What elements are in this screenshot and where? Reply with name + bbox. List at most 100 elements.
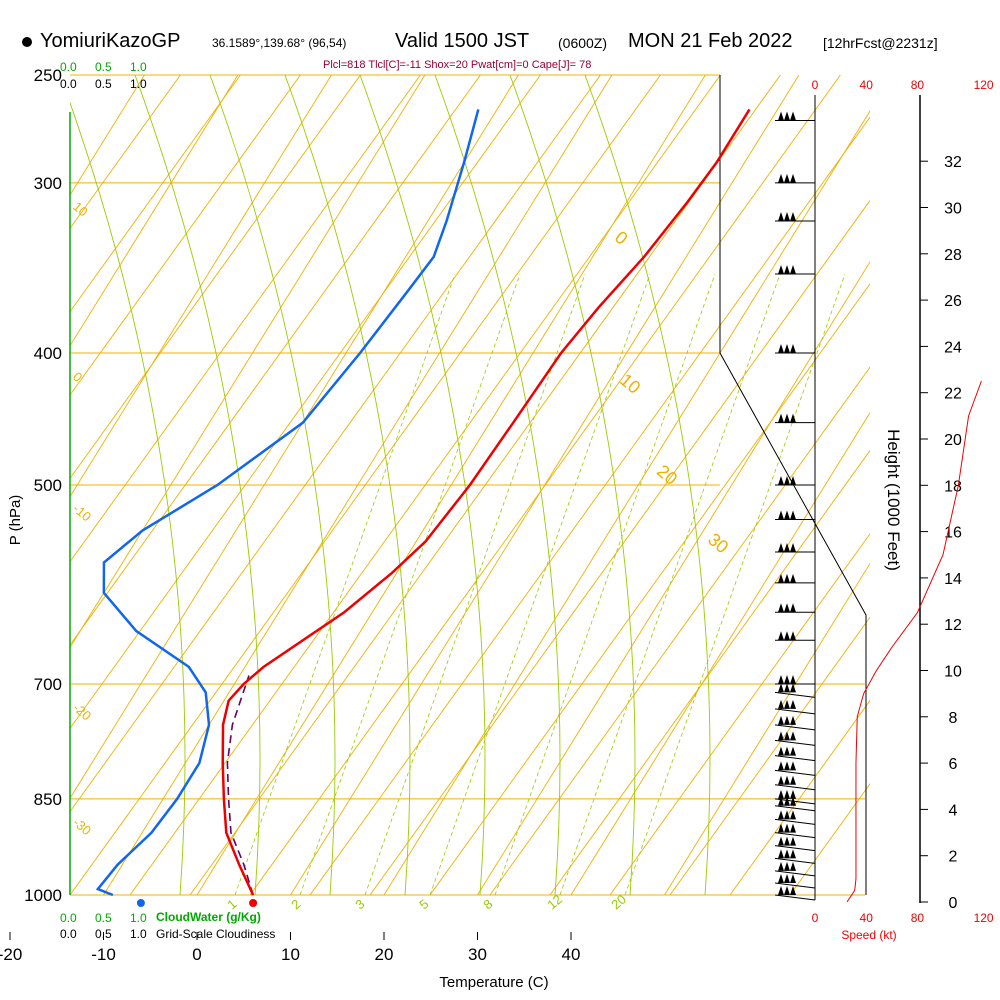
dry-adiabat-line bbox=[729, 699, 870, 895]
dry-adiabat-line bbox=[70, 75, 361, 480]
dry-adiabat-line bbox=[70, 75, 601, 813]
cloudiness-label: Grid-Scale Cloudiness bbox=[156, 927, 275, 941]
isotherm-line bbox=[70, 75, 239, 347]
dry-adiabat-line bbox=[70, 75, 481, 646]
wind-barb bbox=[775, 111, 815, 122]
moist-adiabat-line bbox=[284, 75, 411, 895]
mixing-ratio-line bbox=[624, 273, 846, 895]
surface-dewpoint-marker bbox=[136, 899, 145, 907]
dry-adiabat-line bbox=[369, 199, 870, 895]
wind-barb bbox=[774, 849, 816, 864]
wind-speed-tick-top: 40 bbox=[860, 78, 874, 92]
wind-speed-tick-bottom: 120 bbox=[974, 911, 994, 925]
wind-speed-tick-top: 80 bbox=[911, 78, 925, 92]
mixing-ratio-label: 5 bbox=[416, 896, 431, 912]
isotherm-label: -10 bbox=[70, 501, 94, 525]
cloudwater-scale-top: 0.5 bbox=[95, 60, 112, 74]
cloudiness-scale-bottom: 0.5 bbox=[95, 927, 112, 941]
valid-time: Valid 1500 JST bbox=[395, 30, 530, 52]
isotherm-line bbox=[477, 261, 870, 895]
mixing-ratio-label: 8 bbox=[480, 896, 495, 912]
cloudiness-scale-top: 0.5 bbox=[95, 77, 112, 91]
dry-adiabat-line bbox=[70, 75, 301, 396]
wind-panel-border bbox=[719, 352, 867, 895]
pressure-tick-label: 400 bbox=[34, 344, 62, 363]
mixing-ratio-line bbox=[299, 273, 521, 895]
wind-barb bbox=[775, 413, 815, 424]
x-axis-label: Temperature (C) bbox=[439, 974, 548, 991]
wind-barb bbox=[775, 212, 815, 222]
wind-barb bbox=[774, 874, 816, 889]
dry-adiabat-line bbox=[189, 75, 781, 895]
wind-barb bbox=[774, 886, 816, 901]
pressure-tick-label: 250 bbox=[34, 66, 62, 85]
valid-date: MON 21 Feb 2022 bbox=[628, 30, 793, 52]
isotherm-label: 10 bbox=[616, 370, 644, 398]
parcel-path-line bbox=[226, 675, 254, 896]
height-tick-label: 0 bbox=[949, 895, 958, 912]
wind-barb bbox=[775, 603, 815, 613]
dry-adiabat-line bbox=[129, 75, 721, 895]
wind-barb bbox=[774, 699, 816, 715]
wind-barb bbox=[775, 631, 815, 641]
wind-barb bbox=[775, 265, 815, 275]
isotherm-line bbox=[70, 75, 519, 800]
mixing-ratio-label: 2 bbox=[288, 896, 303, 912]
pressure-tick-label: 300 bbox=[34, 174, 62, 193]
mixing-ratio-line bbox=[234, 273, 456, 895]
x-tick-label: -10 bbox=[91, 945, 116, 964]
isotherm-line bbox=[103, 75, 613, 895]
moist-adiabat-line bbox=[584, 75, 711, 895]
dry-adiabat-line bbox=[549, 449, 870, 895]
mixing-ratio-line bbox=[494, 273, 716, 895]
wind-barb bbox=[774, 810, 816, 825]
height-axis-label: Height (1000 Feet) bbox=[884, 429, 903, 571]
x-tick-label: 10 bbox=[281, 945, 300, 964]
y-axis-label: P (hPa) bbox=[7, 495, 24, 546]
height-tick-label: 12 bbox=[944, 617, 962, 634]
height-tick-label: 32 bbox=[944, 154, 962, 171]
height-tick-label: 4 bbox=[949, 802, 958, 819]
wind-speed-tick-top: 120 bbox=[974, 78, 994, 92]
cloudwater-scale-top: 0.0 bbox=[60, 60, 77, 74]
height-tick-label: 8 bbox=[949, 710, 958, 727]
station-coordinates: 36.1589°,139.68° (96,54) bbox=[212, 36, 347, 50]
dry-adiabat-line bbox=[70, 75, 241, 313]
wind-speed-tick-bottom: 0 bbox=[812, 911, 819, 925]
height-tick-label: 6 bbox=[949, 756, 958, 773]
wind-barb bbox=[774, 761, 816, 776]
wind-speed-tick-bottom: 40 bbox=[860, 911, 874, 925]
dry-adiabat-line bbox=[70, 75, 661, 895]
pressure-tick-label: 850 bbox=[34, 790, 62, 809]
pressure-tick-label: 1000 bbox=[24, 886, 62, 905]
x-tick-label: 30 bbox=[468, 945, 487, 964]
wind-barb bbox=[774, 796, 816, 812]
wind-barb bbox=[774, 775, 816, 791]
wind-barb bbox=[775, 675, 815, 685]
wind-barb bbox=[774, 683, 816, 698]
dry-adiabat-line bbox=[609, 533, 870, 895]
wind-barb bbox=[774, 836, 816, 852]
wind-barb bbox=[775, 510, 815, 520]
height-tick-label: 24 bbox=[944, 339, 962, 356]
cloudiness-scale-top: 0.0 bbox=[60, 77, 77, 91]
stability-parameters: Plcl=818 Tlcl[C]=-11 Shox=20 Pwat[cm]=0 … bbox=[323, 59, 592, 71]
wind-barb bbox=[775, 476, 815, 486]
x-tick-label: 20 bbox=[375, 945, 394, 964]
wind-barb bbox=[775, 573, 815, 584]
wind-barb bbox=[774, 715, 816, 731]
x-tick-label: -20 bbox=[0, 945, 22, 964]
station-name: YomiuriKazoGP bbox=[40, 30, 181, 52]
temperature-line bbox=[221, 108, 751, 896]
x-tick-label: 0 bbox=[192, 945, 201, 964]
isotherm-line bbox=[196, 75, 706, 895]
mixing-ratio-line bbox=[559, 273, 781, 895]
isotherm-label: 0 bbox=[611, 227, 632, 249]
station-marker-icon bbox=[22, 37, 32, 47]
cloudwater-scale-bottom: 0.0 bbox=[60, 911, 77, 925]
dry-adiabat-line bbox=[70, 75, 421, 563]
isotherm-label: 10 bbox=[70, 199, 91, 220]
wind-barb bbox=[774, 789, 816, 805]
wind-barb bbox=[774, 746, 816, 762]
